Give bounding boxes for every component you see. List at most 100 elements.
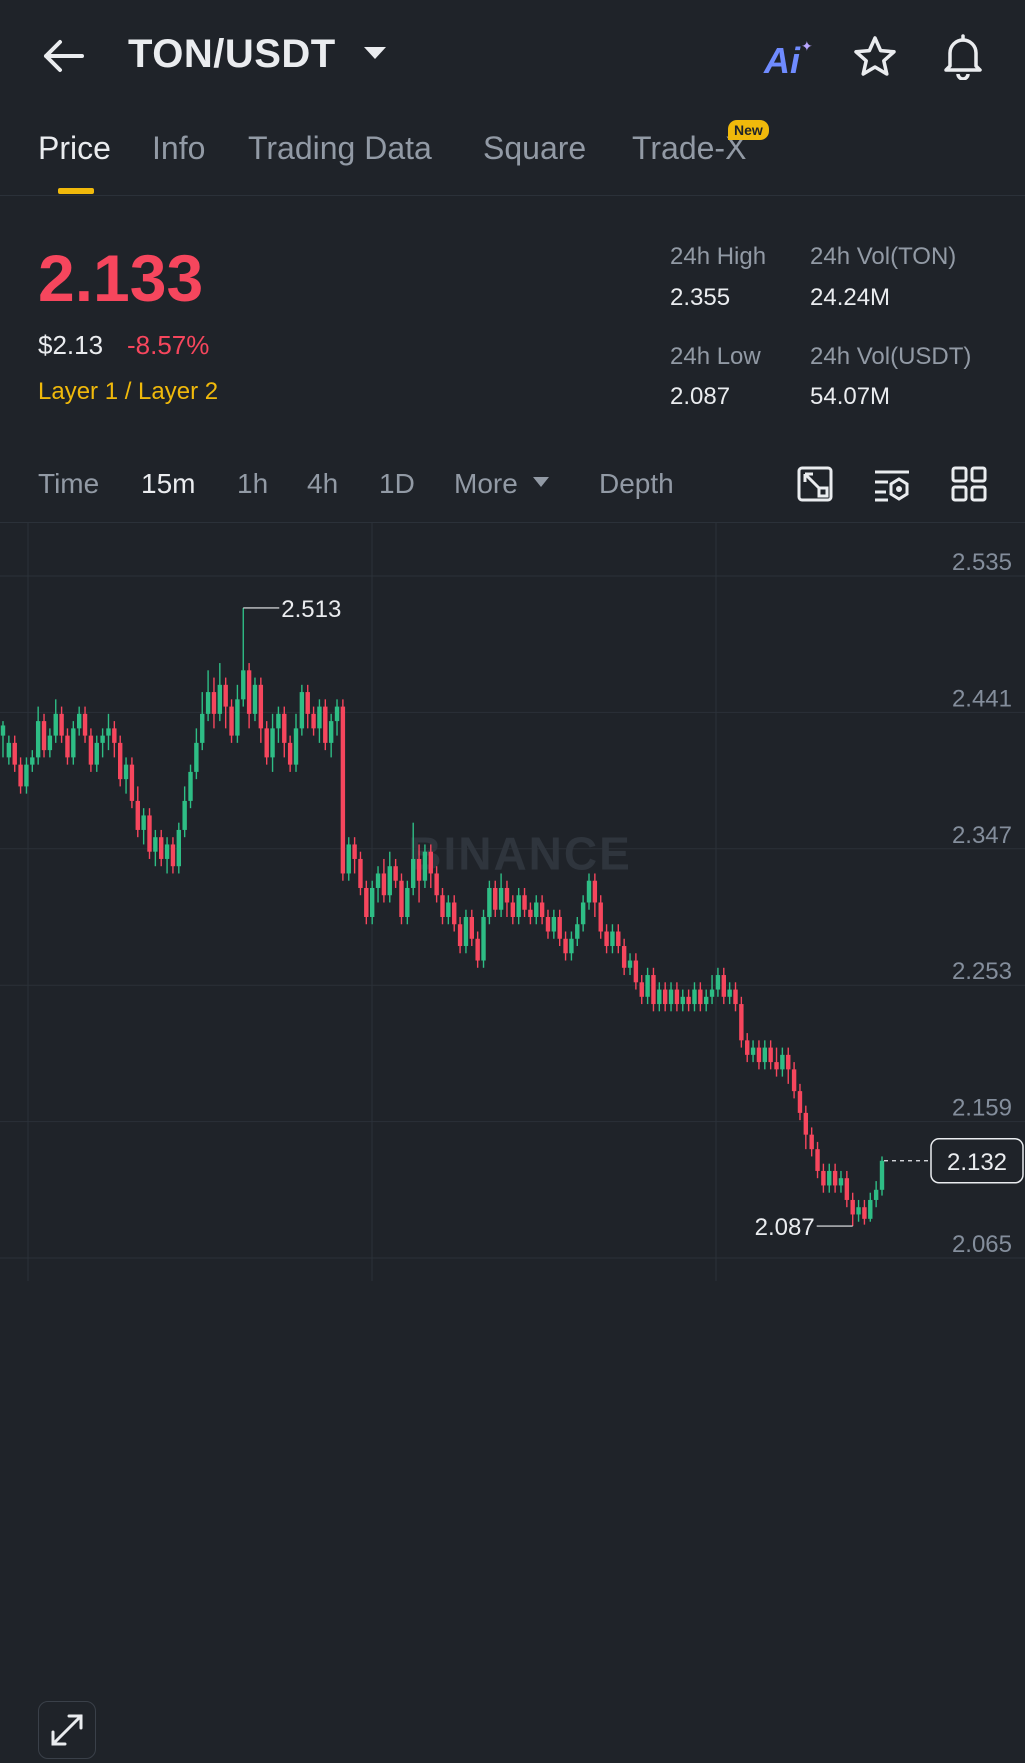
candle-body	[879, 1160, 885, 1190]
candle-body	[616, 931, 621, 947]
depth-tab[interactable]: Depth	[599, 468, 674, 499]
timeframe-1h[interactable]: 1h	[237, 468, 269, 499]
caret-down-icon[interactable]	[362, 44, 388, 62]
price-change-percent: -8.57%	[127, 330, 210, 360]
candle-body	[12, 742, 17, 765]
candle-body	[375, 873, 381, 888]
timeframe-4h[interactable]: 4h	[307, 468, 339, 499]
candle-body	[803, 1112, 809, 1135]
tab-info[interactable]: Info	[152, 130, 206, 166]
candle-body	[164, 844, 170, 859]
candle-body	[715, 975, 721, 990]
candle-body	[147, 815, 152, 852]
candle-body	[627, 960, 633, 968]
more-caret-icon[interactable]	[532, 476, 550, 488]
tab-bar: Price Info Trading Data Square Trade-X	[0, 110, 1025, 196]
candle-body	[211, 692, 217, 714]
chart-settings-icon[interactable]	[795, 464, 835, 504]
candle-body	[534, 902, 539, 917]
candle-body	[194, 742, 199, 772]
back-arrow-icon[interactable]	[38, 36, 86, 76]
candle-body	[563, 938, 568, 954]
candle-body	[53, 713, 58, 736]
candle-body	[235, 699, 240, 736]
candle-body	[270, 728, 275, 758]
candle-body	[205, 692, 211, 714]
candle-body	[258, 684, 264, 729]
candle-body	[446, 902, 451, 917]
usd-price: $2.13	[38, 330, 104, 360]
candle-body	[821, 1170, 826, 1186]
candle-body	[569, 938, 574, 954]
candle-body	[598, 902, 603, 932]
candle-body	[662, 989, 668, 1005]
candle-body	[317, 706, 322, 729]
last-price-box	[930, 1138, 1024, 1184]
tab-trading-data[interactable]: Trading Data	[248, 130, 432, 166]
candle-body	[762, 1047, 767, 1063]
candle-body	[88, 735, 94, 765]
timeframe-15m[interactable]: 15m	[141, 468, 196, 499]
candle-body	[686, 996, 691, 1005]
candle-body	[768, 1047, 773, 1063]
tab-trade-x[interactable]: Trade-X	[632, 130, 747, 166]
candle-body	[481, 917, 486, 961]
star-icon[interactable]	[852, 34, 898, 80]
low-value: 2.087	[670, 383, 731, 410]
candle-body	[657, 989, 662, 1005]
y-axis-tick-label: 2.065	[952, 1231, 1012, 1258]
candle-body	[791, 1069, 797, 1092]
candle-body	[504, 887, 510, 903]
candle-body	[528, 909, 533, 917]
high-label: 24h High	[670, 243, 767, 270]
candle-body	[545, 917, 551, 932]
timeframe-more[interactable]: More	[454, 468, 518, 499]
max-price-label: 2.513	[281, 596, 341, 623]
candle-body	[18, 764, 23, 787]
candle-body	[639, 982, 644, 997]
candle-body	[575, 924, 580, 939]
candle-body	[580, 902, 586, 925]
candle-body	[510, 902, 516, 917]
candle-body	[65, 735, 70, 758]
candle-body	[422, 851, 428, 881]
candle-body	[369, 887, 375, 917]
candle-body	[551, 917, 557, 932]
candle-body	[868, 1199, 873, 1219]
candle-body	[592, 880, 598, 903]
candle-body	[229, 706, 234, 736]
candlestick-chart[interactable]: 2.535 2.441 2.347 2.253 2.159 2.065 BINANCE 2.5…	[0, 523, 1025, 1281]
y-axis-tick-label: 2.441	[952, 685, 1012, 712]
candle-body	[82, 713, 88, 736]
indicator-settings-icon[interactable]	[872, 464, 912, 504]
tab-square[interactable]: Square	[483, 130, 587, 166]
candle-body	[434, 873, 439, 896]
tab-price[interactable]: Price	[38, 130, 111, 166]
candle-body	[346, 844, 351, 874]
candle-body	[668, 989, 674, 1005]
candle-body	[405, 887, 410, 917]
candle-body	[118, 742, 123, 780]
candle-body	[610, 931, 615, 947]
price-chart[interactable]: 2.535 2.441 2.347 2.253 2.159 2.065 BINANCE 2.5…	[0, 522, 1025, 1759]
bell-icon[interactable]	[940, 32, 986, 80]
timeframe-time[interactable]: Time	[38, 468, 100, 499]
candle-body	[780, 1054, 785, 1070]
candle-body	[381, 873, 387, 896]
candle-body	[0, 725, 6, 736]
timeframe-1d[interactable]: 1D	[379, 468, 415, 499]
candle-body	[135, 800, 140, 830]
candle-body	[76, 713, 82, 729]
fullscreen-button[interactable]	[38, 1701, 96, 1759]
candle-body	[358, 858, 363, 888]
candle-body	[94, 742, 99, 765]
candle-body	[223, 684, 228, 707]
candle-body	[633, 960, 639, 983]
active-tab-indicator	[58, 188, 94, 194]
candle-body	[487, 887, 492, 917]
ai-assistant-button[interactable]: Ai	[764, 40, 800, 81]
grid-layout-icon[interactable]	[949, 464, 989, 504]
category-tag[interactable]: Layer 1 / Layer 2	[38, 378, 219, 405]
y-axis-tick-label: 2.347	[952, 822, 1012, 849]
trading-pair-title[interactable]: TON/USDT	[128, 32, 336, 76]
